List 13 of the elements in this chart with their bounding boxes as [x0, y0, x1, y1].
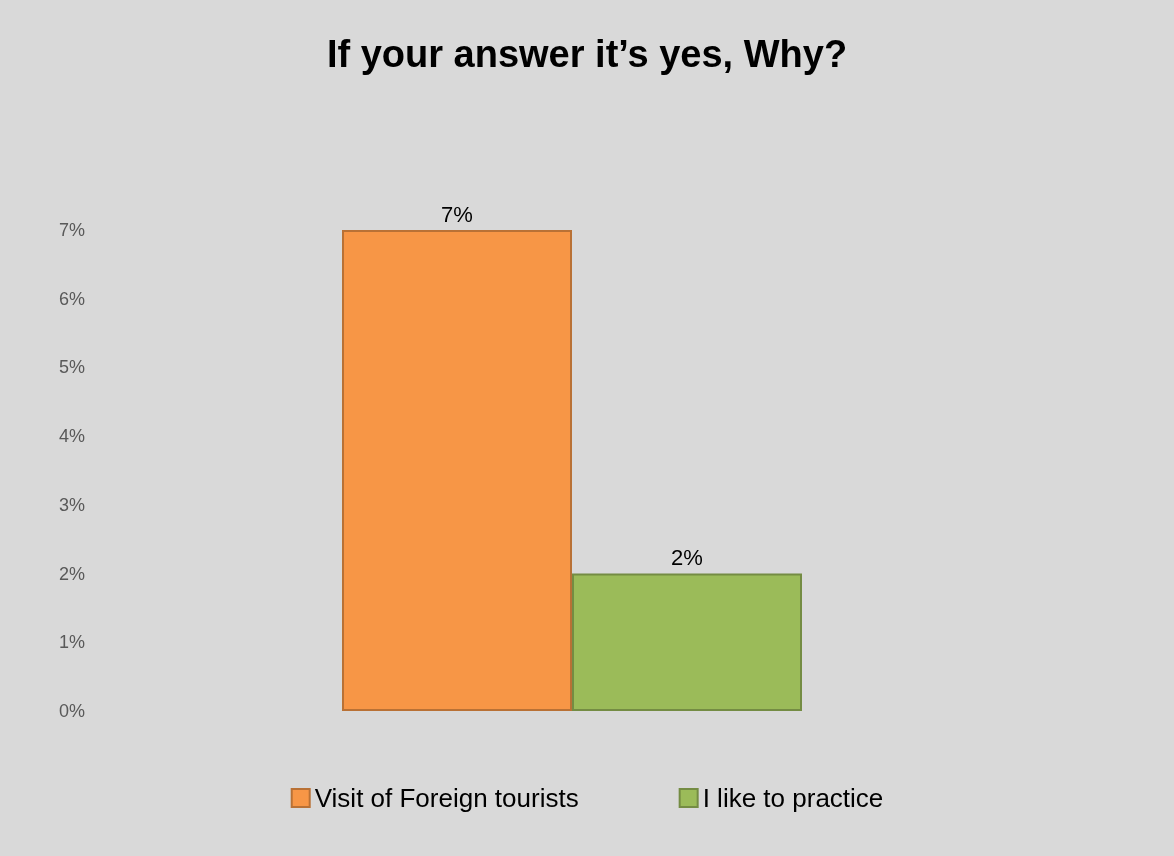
data-label: 2% [671, 545, 703, 571]
data-label: 7% [441, 201, 473, 227]
legend-label: I like to practice [702, 783, 884, 813]
y-tick-label: 5% [58, 357, 85, 378]
y-tick-label: 0% [58, 701, 85, 721]
y-tick-label: 4% [58, 426, 85, 447]
y-tick-label: 3% [58, 494, 85, 515]
chart-title: If your answer it’s yes, Why? [326, 33, 848, 75]
y-tick-label: 1% [58, 632, 85, 653]
y-tick-label: 6% [58, 288, 85, 309]
legend-label: Visit of Foreign tourists [314, 783, 579, 813]
y-tick-label: 7% [58, 220, 85, 240]
y-tick-label: 2% [58, 563, 85, 584]
